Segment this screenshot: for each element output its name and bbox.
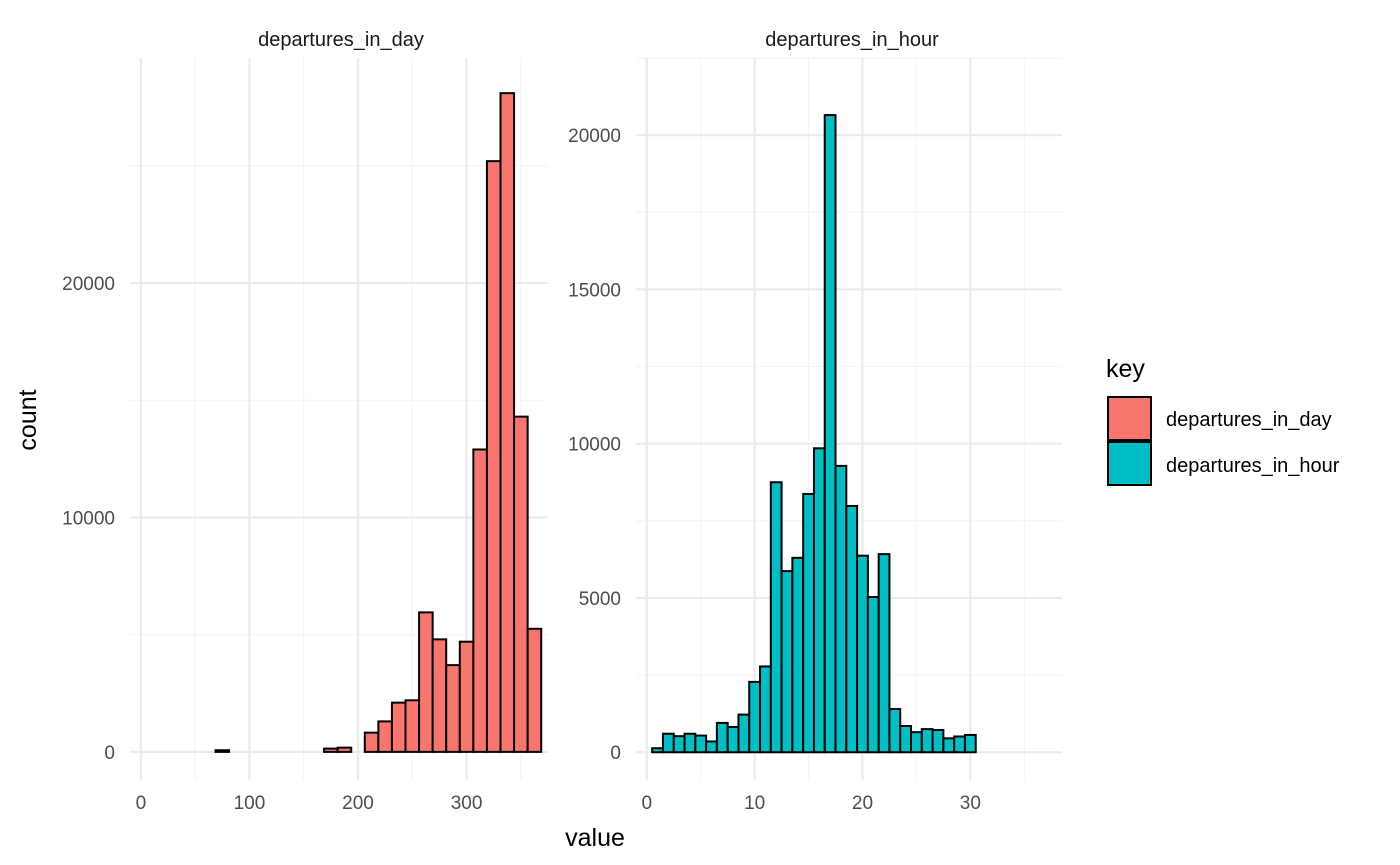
y-tick-label: 5000 <box>579 589 621 610</box>
histogram-bar <box>920 728 934 754</box>
bars-departures-in-hour <box>651 114 977 754</box>
strip-label-departures-in-day: departures_in_day <box>258 29 424 51</box>
histogram-bar <box>963 733 977 754</box>
histogram-bar <box>899 725 913 754</box>
histogram-bar <box>942 737 956 754</box>
x-tick-label: 30 <box>960 793 981 814</box>
histogram-bar <box>888 708 902 754</box>
histogram-bar <box>877 553 891 754</box>
histogram-bar <box>513 415 529 753</box>
histogram-bar <box>404 699 421 753</box>
gridlines-departures-in-hour <box>636 57 1062 780</box>
x-tick-label: 10 <box>744 793 765 814</box>
y-tick-label: 0 <box>104 743 115 764</box>
histogram-bar <box>845 505 859 754</box>
x-tick-label: 300 <box>451 793 483 814</box>
histogram-bar <box>672 735 686 754</box>
histogram-bar <box>737 713 751 754</box>
histogram-bar <box>418 611 434 753</box>
histogram-bar <box>390 701 407 753</box>
histogram-bar <box>726 725 740 754</box>
histogram-bar <box>856 554 869 754</box>
y-axis-title: count <box>14 389 42 450</box>
x-tick-label: 20 <box>852 793 873 814</box>
y-tick-label: 0 <box>610 743 621 764</box>
histogram-bar <box>910 731 923 754</box>
histogram-bar <box>363 731 380 753</box>
histogram-bar <box>499 92 516 753</box>
strip-label-departures-in-hour: departures_in_hour <box>765 29 939 51</box>
x-axis-title: value <box>565 824 625 852</box>
histogram-bar <box>377 720 393 753</box>
legend-swatch-departures-in-day <box>1107 396 1152 441</box>
y-tick-label: 10000 <box>568 435 621 456</box>
x-tick-label: 100 <box>234 793 266 814</box>
histogram-bar <box>472 448 488 753</box>
histogram-bar <box>683 732 697 754</box>
y-tick-label: 20000 <box>62 274 115 295</box>
histogram-bar <box>802 492 815 754</box>
y-tick-label: 20000 <box>568 126 621 147</box>
histogram-bar <box>705 740 718 754</box>
histogram-bar <box>651 747 664 754</box>
histogram-bar <box>445 664 461 753</box>
legend: key departures_in_day departures_in_hour <box>1106 355 1340 486</box>
histogram-bar <box>485 160 502 753</box>
histogram-bar <box>715 721 729 754</box>
histogram-bar <box>823 114 837 754</box>
histogram-bar <box>953 735 966 754</box>
y-tick-label: 10000 <box>62 508 115 529</box>
histogram-bar <box>769 481 783 754</box>
bars-departures-in-day <box>214 92 543 753</box>
legend-swatch-departures-in-hour <box>1107 441 1152 486</box>
histogram-bar <box>694 734 708 754</box>
histogram-bar <box>526 627 543 753</box>
panel-departures-in-day: departures_in_day 0 100 200 300 0 10000 20000 <box>62 29 548 814</box>
histogram-bar <box>812 447 826 754</box>
histogram-bar <box>431 638 448 753</box>
y-tick-label: 15000 <box>568 280 621 301</box>
tick-labels-departures-in-day: 0 100 200 300 0 10000 20000 <box>62 274 482 814</box>
histogram-bar <box>336 746 353 753</box>
x-tick-label: 0 <box>136 793 147 814</box>
histogram-bar <box>759 665 772 754</box>
histogram-bar <box>931 729 945 754</box>
histogram-bar <box>866 596 880 754</box>
histogram-bar <box>323 747 339 753</box>
tick-labels-departures-in-hour: 0 10 20 30 0 5000 10000 15000 20000 <box>568 126 981 814</box>
histogram-bar <box>458 640 475 753</box>
histogram-bar <box>780 570 794 754</box>
legend-title: key <box>1106 355 1145 383</box>
panel-departures-in-hour: departures_in_hour 0 10 20 30 0 5000 10000 1500… <box>568 29 1062 814</box>
histogram-bar <box>791 556 805 754</box>
x-tick-label: 0 <box>641 793 652 814</box>
histogram-bar <box>748 680 762 754</box>
legend-label-departures-in-hour: departures_in_hour <box>1166 455 1340 477</box>
histogram-bar <box>661 732 675 754</box>
legend-label-departures-in-day: departures_in_day <box>1166 409 1332 431</box>
histogram-bar <box>834 464 848 754</box>
histogram-bar <box>214 749 231 753</box>
x-tick-label: 200 <box>342 793 374 814</box>
